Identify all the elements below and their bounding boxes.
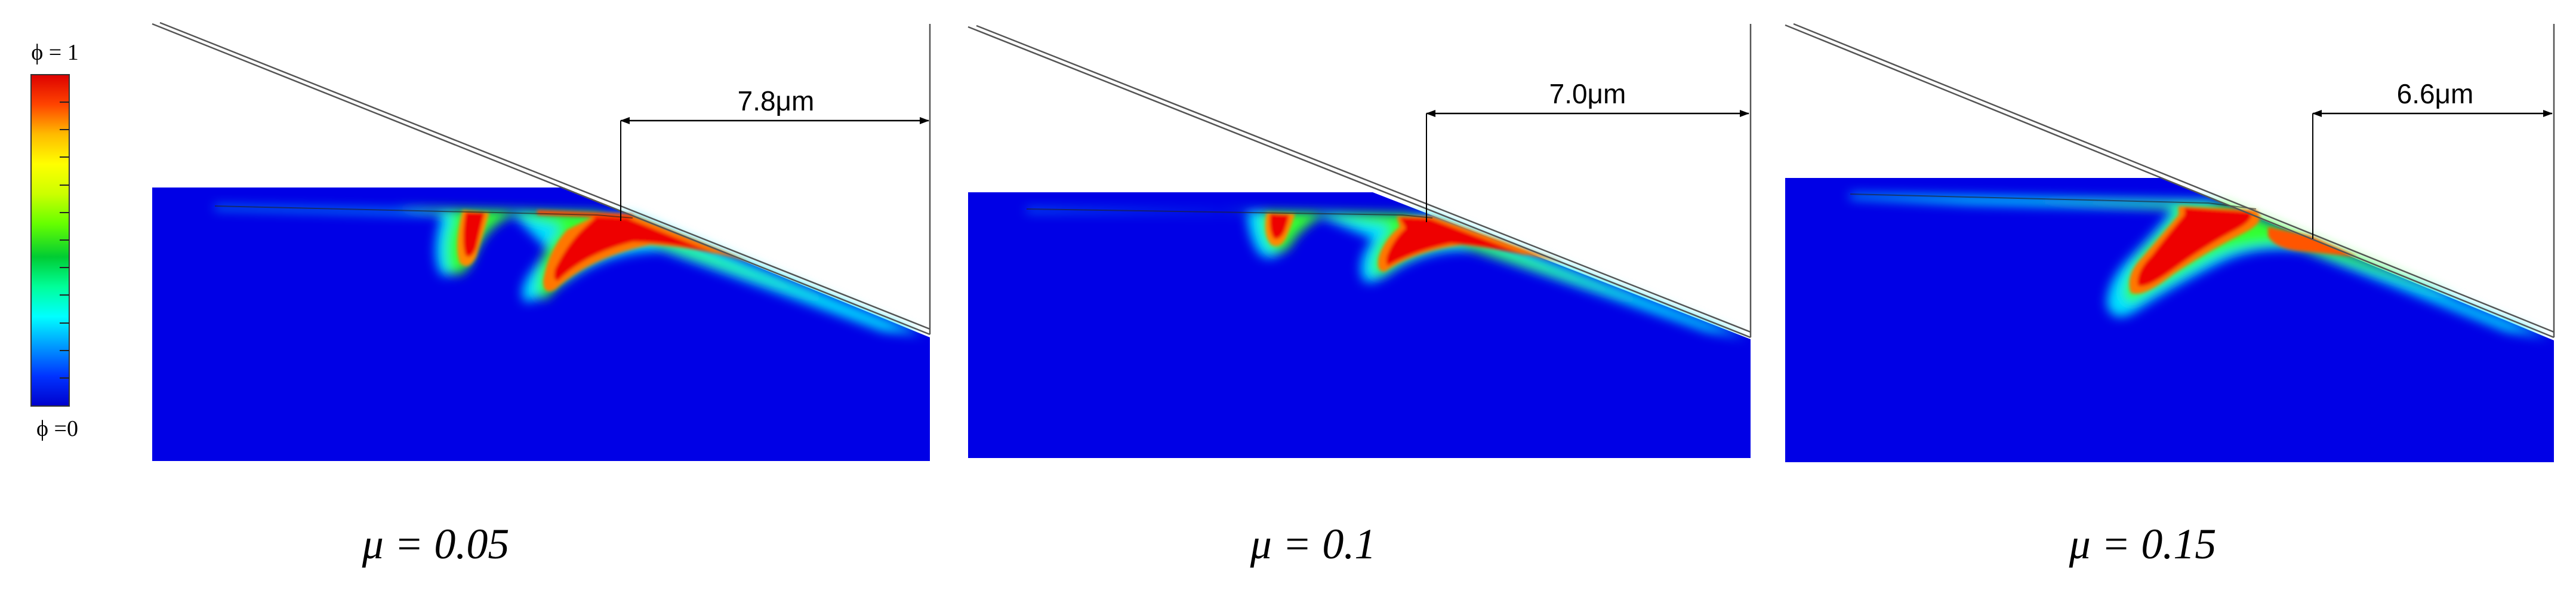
- panel-2-shear-band: [1026, 208, 1433, 219]
- panel-2: 7.0μm μ = 0.1: [967, 24, 1752, 568]
- panel-3-dimension: 6.6μm: [2312, 78, 2553, 239]
- panel-1-tool: [152, 21, 931, 336]
- panel-2-workpiece: [968, 192, 1751, 458]
- panel-2-tool: [967, 24, 1752, 339]
- panel-3-shear-band: [1850, 193, 2257, 210]
- panel-3-dimension-label: 6.6μm: [2397, 78, 2474, 109]
- panel-2-dimension-label: 7.0μm: [1549, 78, 1626, 109]
- panel-1-mu-label: μ = 0.05: [362, 520, 510, 568]
- colorbar-top-label: ϕ = 1: [31, 40, 78, 65]
- panel-3-workpiece: [1785, 178, 2554, 462]
- panel-1-dimension: 7.8μm: [620, 85, 929, 221]
- panel-2-field: [968, 192, 1751, 458]
- panel-2-dimension: 7.0μm: [1426, 78, 1749, 222]
- colorbar-ticks: [60, 102, 69, 379]
- colorbar-bottom-label: ϕ =0: [36, 416, 78, 441]
- panel-3-mu-label: μ = 0.15: [2069, 520, 2217, 568]
- panel-2-chip-core: [1265, 213, 1564, 272]
- colorbar: ϕ = 1 ϕ =0: [30, 40, 79, 441]
- panel-3-tool: [1785, 23, 2555, 339]
- panel-2-mu-label: μ = 0.1: [1250, 520, 1376, 568]
- panel-1-field: [152, 188, 930, 461]
- panel-3: 6.6μm μ = 0.15: [1785, 23, 2555, 568]
- panel-3-field: [1785, 178, 2554, 462]
- panel-1-workpiece: [152, 188, 930, 461]
- panel-1-dimension-label: 7.8μm: [738, 85, 815, 116]
- panel-1: 7.8μm μ = 0.05: [152, 21, 931, 568]
